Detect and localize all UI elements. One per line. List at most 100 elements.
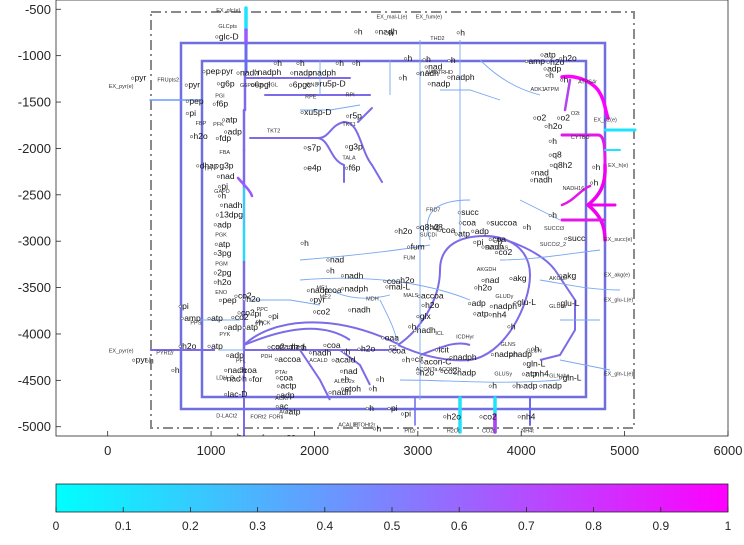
metabolite-node xyxy=(216,82,220,86)
reaction-label: ATPS4r xyxy=(578,79,597,85)
reaction-label: PDH xyxy=(261,354,273,360)
reaction-labels: GLCpts G6PDH2r PGL GND PGI PFK FBP FBA TKT2 RPE RP… xyxy=(156,24,597,434)
metabolite-label: nad xyxy=(220,171,234,181)
x-tick-label: 5000 xyxy=(610,443,639,458)
metabolite-label: atp xyxy=(289,407,301,417)
metabolite-label: pyr xyxy=(221,66,233,76)
y-tick-label: -3500 xyxy=(18,280,51,295)
metabolite-label: acon-C xyxy=(424,357,451,367)
metabolite-label: amp xyxy=(528,56,545,66)
metabolite-label: co2 xyxy=(271,342,285,352)
metabolite-label: pyr xyxy=(188,80,200,90)
metabolite-node xyxy=(533,116,537,120)
metabolite-node xyxy=(280,439,283,442)
metabolite-label: 3pg xyxy=(217,248,231,258)
metabolite-node xyxy=(548,213,552,218)
metabolite-node xyxy=(275,345,279,349)
x-tick-label: 3000 xyxy=(403,443,432,458)
metabolite-node xyxy=(217,185,221,189)
metabolite-node xyxy=(556,116,561,120)
metabolite-node xyxy=(250,312,255,316)
metabolite-label: h xyxy=(302,343,307,353)
metabolite-label: o2 xyxy=(537,113,547,123)
metabolite-label: atp xyxy=(218,239,230,249)
metabolite-label: nadh xyxy=(223,200,242,210)
metabolite-node xyxy=(348,308,352,312)
metabolite-node xyxy=(559,376,563,380)
metabolite-label: pi xyxy=(477,237,484,247)
metabolite-label: nadh xyxy=(352,305,371,315)
metabolite-label: nh4 xyxy=(492,309,506,319)
reaction-label: ATPM xyxy=(544,87,559,93)
metabolite-node xyxy=(324,289,328,293)
metabolite-label: nh4 xyxy=(521,411,535,421)
metabolite-label: for xyxy=(262,433,272,443)
metabolite-node xyxy=(427,82,431,86)
metabolite-node xyxy=(308,351,312,355)
metabolite-label: atp xyxy=(544,50,556,60)
metabolite-label: glx xyxy=(420,311,432,321)
reaction-label: GND xyxy=(306,83,318,89)
metabolite-label: h xyxy=(300,58,305,68)
metabolite-node xyxy=(340,378,344,382)
metabolite-label: xu5p-D xyxy=(304,107,331,117)
metabolite-node xyxy=(300,241,304,245)
exchange-stubs xyxy=(149,99,637,434)
exchange-label: EX_co2(e) xyxy=(478,451,504,457)
reaction-label: SUCOAS xyxy=(485,246,509,252)
y-tick-label: -4000 xyxy=(18,326,51,341)
reaction-label: NADH16 xyxy=(563,186,585,192)
metabolite-node xyxy=(513,301,517,305)
metabolite-node xyxy=(416,315,420,319)
metabolite-label: h xyxy=(283,434,288,444)
reaction-label: MALS xyxy=(403,293,418,299)
metabolite-label: 2pg xyxy=(217,268,231,278)
metabolite-node xyxy=(372,427,377,431)
metabolite-node xyxy=(548,153,552,157)
reaction-label: ICL xyxy=(435,331,444,337)
metabolite-node xyxy=(207,316,211,321)
metabolite-node xyxy=(438,228,442,232)
y-tick-label: -1500 xyxy=(18,95,51,110)
metabolite-label: nadph xyxy=(344,283,368,293)
reaction-label: ACONTb xyxy=(439,367,461,373)
metabolite-label: nadph xyxy=(453,352,477,362)
metabolite-node xyxy=(422,58,426,62)
reaction-label: ACKr xyxy=(275,396,288,402)
metabolite-node xyxy=(234,294,238,298)
metabolite-label: ru5p-D xyxy=(320,78,346,88)
metabolite-label: h xyxy=(492,381,497,391)
metabolite-label: h2o xyxy=(425,300,439,310)
metabolite-label: h2o xyxy=(182,341,196,351)
metabolite-node xyxy=(486,221,490,225)
reaction-label: FORt2 xyxy=(250,414,266,420)
metabolite-node xyxy=(363,445,366,448)
metabolite-node xyxy=(178,344,182,348)
metabolite-label: q8h2 xyxy=(553,160,572,170)
metabolite-node xyxy=(493,239,498,244)
exchange-label: EX_glc(e) xyxy=(216,8,240,14)
fermentation-pathway xyxy=(150,321,401,401)
x-axis: 0 1000 2000 3000 4000 5000 6000 xyxy=(104,431,742,458)
metabolite-node xyxy=(368,387,372,391)
metabolite-node xyxy=(522,362,526,366)
metabolite-label: co2 xyxy=(480,454,494,464)
metabolite-label: nadp xyxy=(294,68,313,78)
metabolite-label: o2 xyxy=(561,113,571,123)
metabolite-node xyxy=(231,315,235,320)
metabolite-node xyxy=(217,194,221,198)
metabolite-label: pep xyxy=(206,66,220,76)
metabolite-node xyxy=(276,393,280,398)
exchange-label: EX_h(e) xyxy=(608,163,628,169)
exchange-label: EX_akg(e) xyxy=(604,272,630,278)
metabolite-node xyxy=(296,61,300,65)
metabolite-node xyxy=(189,135,194,139)
reaction-label: PYK xyxy=(219,332,230,338)
metabolite-node xyxy=(213,271,217,275)
metabolite-node xyxy=(207,344,211,348)
reaction-label: ME2 xyxy=(320,295,331,301)
metabolite-node xyxy=(335,61,339,65)
metabolite-label: h xyxy=(552,210,557,220)
metabolite-node xyxy=(346,114,350,118)
metabolite-node xyxy=(336,445,339,448)
